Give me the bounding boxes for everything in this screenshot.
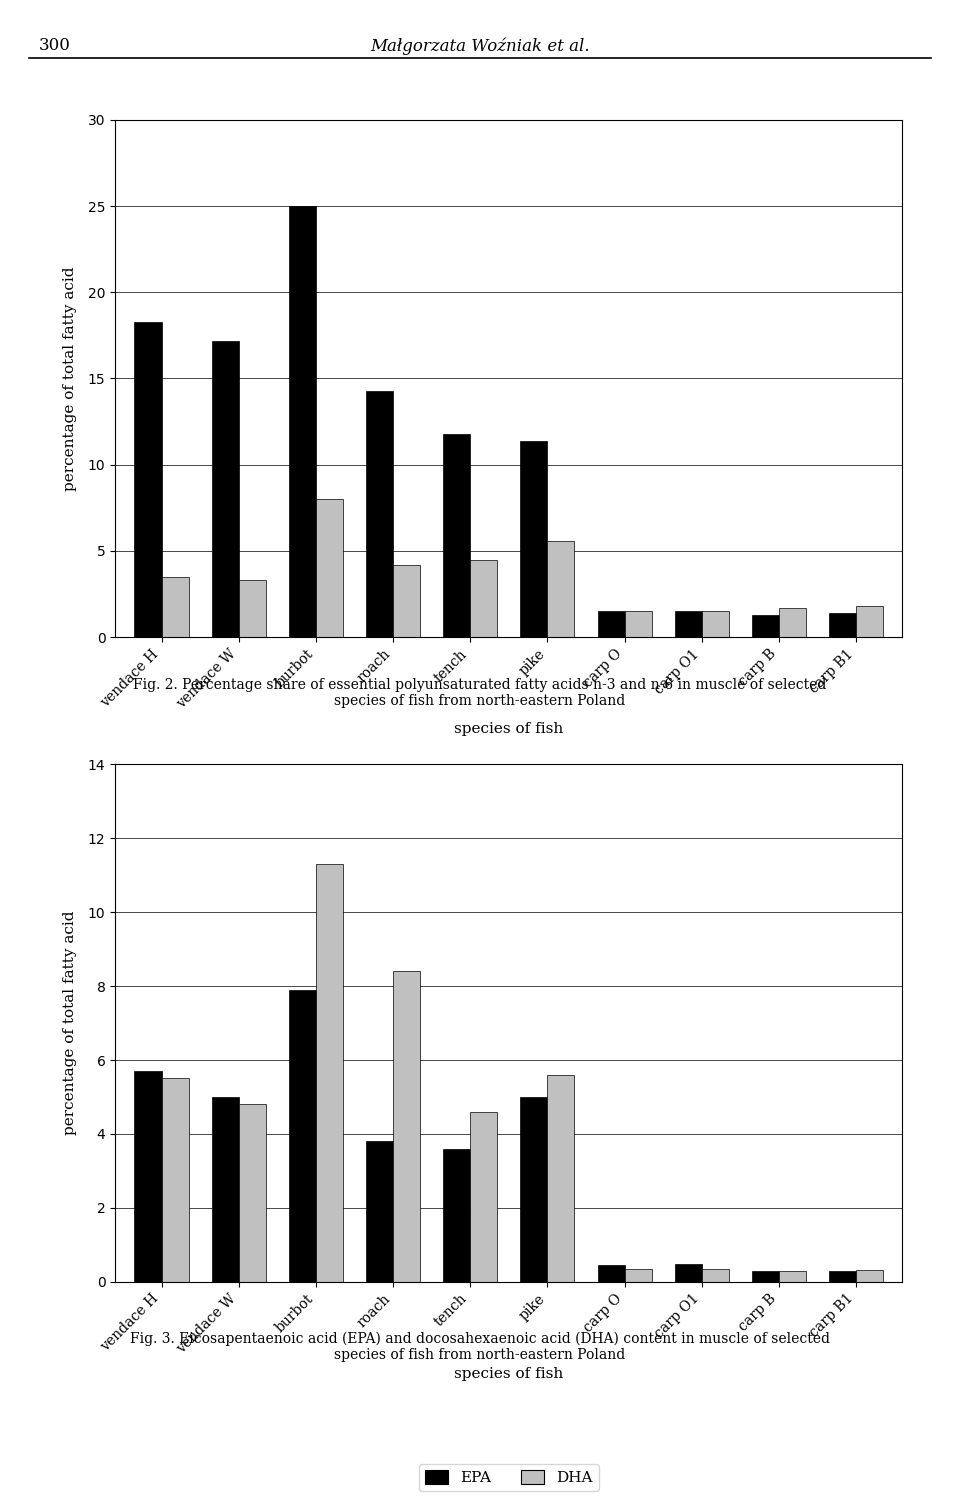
Bar: [134, 322, 161, 637]
Bar: [444, 1148, 470, 1282]
Bar: [316, 865, 343, 1282]
Bar: [366, 1141, 393, 1282]
Text: Fig. 3. Eicosapentaenoic acid (EPA) and docosahexaenoic acid (DHA) content in mu: Fig. 3. Eicosapentaenoic acid (EPA) and …: [130, 1331, 830, 1361]
Bar: [597, 1265, 625, 1282]
Bar: [239, 580, 266, 637]
Bar: [625, 1268, 652, 1282]
Bar: [520, 1097, 547, 1282]
Bar: [211, 1097, 239, 1282]
Bar: [366, 391, 393, 637]
Bar: [444, 433, 470, 637]
Bar: [779, 1271, 806, 1282]
Bar: [520, 441, 547, 637]
Bar: [752, 615, 779, 637]
Bar: [289, 207, 316, 637]
Bar: [752, 1271, 779, 1282]
Bar: [702, 612, 729, 637]
Bar: [829, 613, 856, 637]
Text: Małgorzata Woźniak et al.: Małgorzata Woźniak et al.: [371, 37, 589, 55]
Bar: [547, 1075, 574, 1282]
Bar: [625, 612, 652, 637]
Bar: [239, 1105, 266, 1282]
Bar: [856, 606, 883, 637]
Bar: [393, 971, 420, 1282]
Legend: EPA, DHA: EPA, DHA: [419, 1465, 599, 1492]
Bar: [161, 577, 188, 637]
Legend: n-3, n-6: n-3, n-6: [427, 820, 590, 847]
Bar: [134, 1072, 161, 1282]
Bar: [675, 1264, 702, 1282]
Y-axis label: percentage of total fatty acid: percentage of total fatty acid: [62, 267, 77, 490]
Bar: [702, 1268, 729, 1282]
Bar: [211, 340, 239, 637]
Bar: [779, 607, 806, 637]
Y-axis label: percentage of total fatty acid: percentage of total fatty acid: [62, 911, 77, 1135]
Bar: [856, 1270, 883, 1282]
X-axis label: species of fish: species of fish: [454, 1367, 564, 1381]
Text: 300: 300: [38, 37, 70, 54]
Bar: [470, 1112, 497, 1282]
X-axis label: species of fish: species of fish: [454, 723, 564, 736]
Bar: [597, 612, 625, 637]
Bar: [393, 565, 420, 637]
Bar: [829, 1271, 856, 1282]
Bar: [675, 612, 702, 637]
Text: Fig. 2. Percentage share of essential polyunsaturated fatty acids n-3 and n-6 in: Fig. 2. Percentage share of essential po…: [133, 678, 827, 708]
Bar: [547, 541, 574, 637]
Bar: [289, 989, 316, 1282]
Bar: [470, 559, 497, 637]
Bar: [161, 1078, 188, 1282]
Bar: [316, 499, 343, 637]
